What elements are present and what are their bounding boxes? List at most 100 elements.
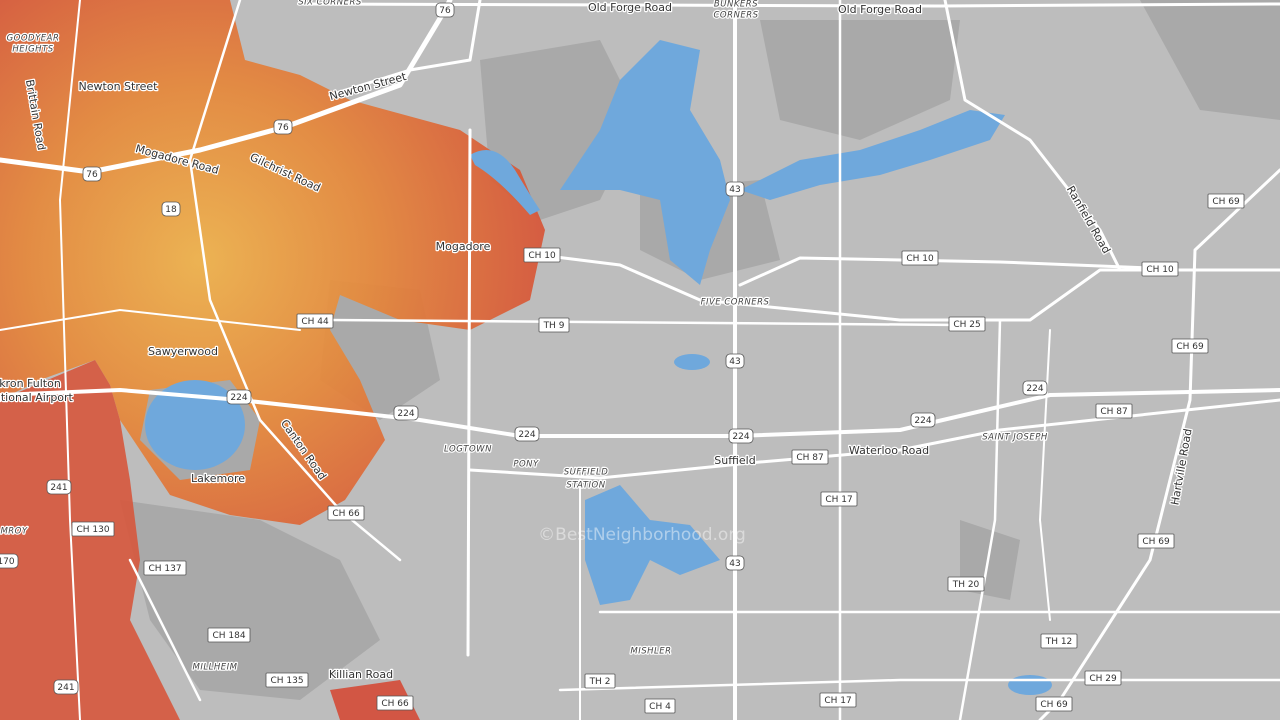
shield-box <box>1035 696 1073 712</box>
shield-label: CH 10 <box>1146 265 1174 275</box>
shield-box <box>1137 533 1175 549</box>
place-label: Killian Road <box>329 668 393 681</box>
place-label: SUFFIELD <box>564 468 609 478</box>
shield-label: CH 69 <box>1176 342 1204 352</box>
route-shield: 76 <box>82 166 102 182</box>
shield-label: CH 69 <box>1142 537 1170 547</box>
shield-label: 224 <box>230 393 247 403</box>
place-label: MROY <box>0 527 27 537</box>
route-shield: 224 <box>910 412 936 428</box>
shield-label: 43 <box>729 559 740 569</box>
route-shield: CH 10 <box>901 250 939 266</box>
shield-box <box>947 576 985 592</box>
route-shield: CH 66 <box>327 505 365 521</box>
shield-box <box>327 505 365 521</box>
shield-label: CH 69 <box>1040 700 1068 710</box>
route-shield: CH 130 <box>71 521 115 537</box>
route-shield: 241 <box>46 479 72 495</box>
route-shield: CH 4 <box>644 698 676 714</box>
route-shield: CH 137 <box>143 560 187 576</box>
place-label: Sawyerwood <box>148 345 218 358</box>
route-shield: CH 87 <box>1095 403 1133 419</box>
place-label: kron Fulton <box>0 377 61 390</box>
water <box>145 40 1052 695</box>
shield-label: 241 <box>57 683 74 693</box>
route-shield: TH 9 <box>538 317 570 333</box>
shield-label: TH 20 <box>952 580 980 590</box>
place-label: Old Forge Road <box>588 1 672 14</box>
shield-box <box>1171 338 1209 354</box>
shield-label: 241 <box>50 483 67 493</box>
shield-label: 76 <box>86 170 98 180</box>
route-shield: TH 12 <box>1040 633 1078 649</box>
route-shield: CH 184 <box>207 627 251 643</box>
place-label: CORNERS <box>713 11 758 21</box>
route-shield: CH 69 <box>1171 338 1209 354</box>
shield-box <box>143 560 187 576</box>
place-label: HEIGHTS <box>12 45 53 55</box>
place-label: LOGTOWN <box>444 445 492 455</box>
place-label: Mogadore <box>436 240 491 253</box>
shield-box <box>538 317 570 333</box>
route-shield: 224 <box>728 428 754 444</box>
shield-label: TH 9 <box>543 321 565 331</box>
shield-label: 43 <box>729 357 740 367</box>
route-shield: CH 29 <box>1084 670 1122 686</box>
shield-box <box>1207 193 1245 209</box>
route-shield: 241 <box>53 679 79 695</box>
shield-label: 224 <box>397 409 414 419</box>
route-shield: 43 <box>725 181 745 197</box>
shield-label: CH 29 <box>1089 674 1117 684</box>
shield-box <box>725 555 745 571</box>
route-shield: CH 17 <box>820 491 858 507</box>
shield-label: CH 137 <box>148 564 181 574</box>
shield-box <box>265 672 309 688</box>
route-shield: CH 87 <box>791 449 829 465</box>
shield-label: CH 66 <box>381 699 409 709</box>
route-shield: 76 <box>273 119 293 135</box>
shield-label: CH 10 <box>528 251 556 261</box>
place-label: MISHLER <box>630 647 671 657</box>
route-shield: CH 17 <box>819 692 857 708</box>
route-shield: 170 <box>0 553 19 569</box>
shield-box <box>393 405 419 421</box>
route-shield: TH 2 <box>584 673 616 689</box>
route-shield: TH 20 <box>947 576 985 592</box>
shield-box <box>1022 380 1048 396</box>
shield-box <box>1040 633 1078 649</box>
shield-label: 224 <box>914 416 931 426</box>
shield-box <box>791 449 829 465</box>
place-label: PONY <box>513 460 539 470</box>
shield-box <box>53 679 79 695</box>
shield-box <box>82 166 102 182</box>
route-shield: 224 <box>226 389 252 405</box>
shield-box <box>376 695 414 711</box>
place-label: GOODYEAR <box>7 34 60 44</box>
shield-label: CH 135 <box>270 676 303 686</box>
shield-label: 224 <box>518 430 535 440</box>
place-label: MILLHEIM <box>193 663 238 673</box>
route-shield: CH 69 <box>1035 696 1073 712</box>
route-shield: 224 <box>393 405 419 421</box>
shield-box <box>820 491 858 507</box>
shield-label: CH 17 <box>825 495 852 505</box>
route-shield: 224 <box>514 426 540 442</box>
place-label: BUNKERS <box>714 0 758 10</box>
shield-box <box>435 2 455 18</box>
shield-box <box>296 313 334 329</box>
route-shield: 43 <box>725 555 745 571</box>
shield-box <box>948 316 986 332</box>
route-shield: CH 135 <box>265 672 309 688</box>
shield-box <box>584 673 616 689</box>
shield-box <box>910 412 936 428</box>
shield-box <box>1084 670 1122 686</box>
shield-label: CH 184 <box>212 631 245 641</box>
shield-box <box>46 479 72 495</box>
shield-box <box>226 389 252 405</box>
shield-box <box>523 247 561 263</box>
shield-box <box>161 201 181 217</box>
shield-label: CH 10 <box>906 254 934 264</box>
shield-box <box>728 428 754 444</box>
place-label: Waterloo Road <box>849 444 929 457</box>
